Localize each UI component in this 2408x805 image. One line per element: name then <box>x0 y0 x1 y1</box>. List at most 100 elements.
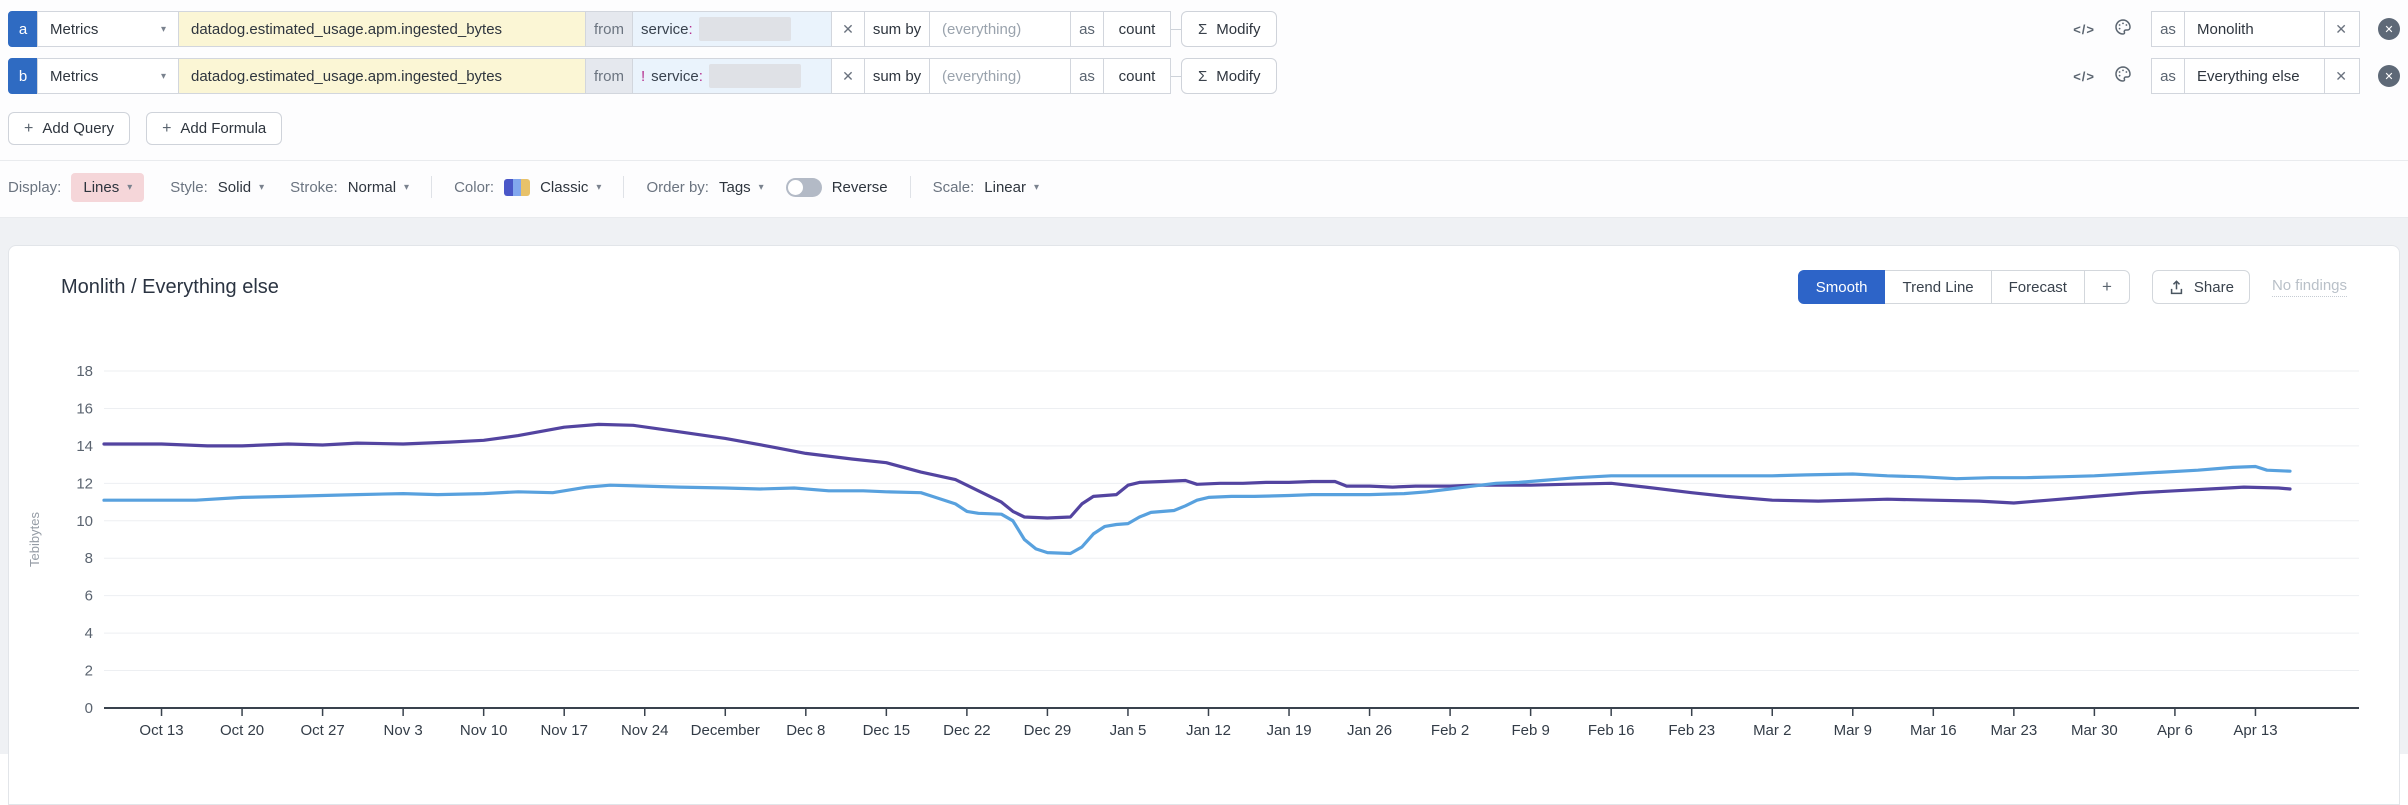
x-axis-tick-label: Apr 13 <box>2233 722 2277 739</box>
chart-header: Monlith / Everything else Smooth Trend L… <box>9 270 2399 304</box>
x-axis-tick-label: Mar 2 <box>1753 722 1791 739</box>
modify-button[interactable]: Σ Modify <box>1181 11 1278 47</box>
alias-input[interactable]: Everything else ✕ <box>2184 58 2360 94</box>
scale-select[interactable]: Linear ▾ <box>984 178 1039 196</box>
query-row-a: a Metrics ▾ datadog.estimated_usage.apm.… <box>8 11 1278 47</box>
rollup-select[interactable]: count <box>1103 58 1171 94</box>
data-source-value: Metrics <box>50 67 99 85</box>
x-axis-tick-label: Feb 23 <box>1668 722 1715 739</box>
y-axis-tick-label: 2 <box>85 663 93 680</box>
smooth-button[interactable]: Smooth <box>1797 270 1886 304</box>
remove-query-button[interactable]: ✕ <box>2378 65 2400 87</box>
alias-as-label: as <box>2151 58 2185 94</box>
palette-icon[interactable] <box>2113 64 2133 89</box>
display-label: Display: <box>8 178 62 196</box>
add-row: + Add Query + Add Formula <box>8 112 283 145</box>
x-axis-tick-label: Feb 2 <box>1431 722 1469 739</box>
reverse-toggle[interactable] <box>785 177 822 197</box>
data-source-select[interactable]: Metrics ▾ <box>37 11 179 47</box>
alias-input[interactable]: Monolith ✕ <box>2184 11 2360 47</box>
sum-by-label: sum by <box>864 11 930 47</box>
filter-key: service <box>651 67 699 85</box>
group-by-select[interactable]: (everything) <box>929 11 1071 47</box>
stroke-select[interactable]: Normal ▾ <box>347 178 410 196</box>
y-axis-tick-label: 8 <box>85 550 93 567</box>
color-label: Color: <box>454 178 495 196</box>
add-analysis-button[interactable]: + <box>2083 270 2130 304</box>
remove-query-button[interactable]: ✕ <box>2378 18 2400 40</box>
x-axis-tick-label: Oct 13 <box>139 722 183 739</box>
chevron-down-icon: ▾ <box>160 23 166 35</box>
code-view-icon[interactable]: </> <box>2073 21 2095 37</box>
clear-alias-icon[interactable]: ✕ <box>2324 59 2347 93</box>
display-select[interactable]: Lines ▾ <box>71 172 145 202</box>
data-source-select[interactable]: Metrics ▾ <box>37 58 179 94</box>
chevron-down-icon: ▾ <box>1033 181 1039 193</box>
plus-icon: + <box>24 119 34 137</box>
x-axis-tick-label: Dec 15 <box>863 722 911 739</box>
x-axis-tick-label: Dec 8 <box>786 722 825 739</box>
filter-colon: : <box>698 67 703 85</box>
chevron-down-icon: ▾ <box>596 181 602 193</box>
rollup-select[interactable]: count <box>1103 11 1171 47</box>
query-row-b-actions: </> as Everything else ✕ ✕ <box>2073 58 2400 94</box>
x-axis-tick-label: Feb 16 <box>1588 722 1635 739</box>
y-axis-tick-label: 16 <box>76 400 93 417</box>
filter-input[interactable]: service: <box>632 11 832 47</box>
chart-panel-background: Monlith / Everything else Smooth Trend L… <box>0 218 2408 805</box>
y-axis-tick-label: 6 <box>85 588 93 605</box>
code-view-icon[interactable]: </> <box>2073 68 2095 84</box>
series-line-monolith <box>102 422 2292 520</box>
x-axis-tick-label: Apr 6 <box>2157 722 2193 739</box>
trend-line-button[interactable]: Trend Line <box>1884 270 1992 304</box>
query-letter-badge: a <box>8 11 38 47</box>
x-axis-tick-label: Feb 9 <box>1511 722 1549 739</box>
sigma-icon: Σ <box>1198 67 1208 85</box>
clear-filter-icon[interactable]: ✕ <box>831 58 865 94</box>
timeseries-chart: 0 2 4 6 8 10 12 14 16 18 Oct 13 Oct 20 Oct 27 Nov 3 No… <box>27 363 2359 739</box>
x-axis-tick-label: Mar 9 <box>1834 722 1872 739</box>
from-label: from <box>585 58 633 94</box>
chevron-down-icon: ▾ <box>259 181 265 193</box>
y-axis-tick-label: 12 <box>76 475 93 492</box>
toggle-knob <box>787 179 803 195</box>
x-axis-tick-label: Dec 22 <box>943 722 991 739</box>
x-axis-tick-label: Mar 30 <box>2071 722 2118 739</box>
add-formula-button[interactable]: + Add Formula <box>146 112 283 145</box>
order-by-select[interactable]: Tags ▾ <box>718 178 764 196</box>
filter-value-redacted <box>698 17 791 41</box>
y-axis-tick-label: 4 <box>85 625 93 642</box>
x-axis-tick-label: Jan 5 <box>1110 722 1147 739</box>
filter-input[interactable]: ! service: <box>632 58 832 94</box>
style-label: Style: <box>170 178 208 196</box>
metric-query-input[interactable]: datadog.estimated_usage.apm.ingested_byt… <box>178 58 586 94</box>
clear-filter-icon[interactable]: ✕ <box>831 11 865 47</box>
filter-colon: : <box>688 20 693 38</box>
clear-alias-icon[interactable]: ✕ <box>2324 12 2347 46</box>
query-letter-badge: b <box>8 58 38 94</box>
x-axis-tick-label: Jan 19 <box>1267 722 1312 739</box>
group-by-select[interactable]: (everything) <box>929 58 1071 94</box>
alias-group: as Everything else ✕ <box>2151 58 2360 94</box>
y-axis-title: Tebibytes <box>27 512 42 567</box>
x-axis-tick-label: Nov 17 <box>540 722 588 739</box>
x-axis-tick-label: Oct 20 <box>220 722 264 739</box>
x-axis-tick-label: Nov 10 <box>460 722 508 739</box>
y-axis-tick-label: 18 <box>76 363 93 380</box>
stroke-label: Stroke: <box>290 178 338 196</box>
color-select[interactable]: Classic ▾ <box>504 178 602 196</box>
metric-query-input[interactable]: datadog.estimated_usage.apm.ingested_byt… <box>178 11 586 47</box>
palette-icon[interactable] <box>2113 17 2133 42</box>
x-axis-tick-label: Dec 29 <box>1024 722 1072 739</box>
x-axis-tick-label: Mar 23 <box>1991 722 2038 739</box>
x-axis-tick-label: Oct 27 <box>301 722 345 739</box>
style-select[interactable]: Solid ▾ <box>217 178 265 196</box>
modify-button[interactable]: Σ Modify <box>1181 58 1278 94</box>
divider <box>0 160 2408 161</box>
share-button[interactable]: Share <box>2151 270 2250 304</box>
sum-by-label: sum by <box>864 58 930 94</box>
connector-line <box>1171 28 1181 30</box>
add-query-button[interactable]: + Add Query <box>8 112 131 145</box>
as-label: as <box>1070 58 1104 94</box>
reverse-label: Reverse <box>831 178 888 196</box>
